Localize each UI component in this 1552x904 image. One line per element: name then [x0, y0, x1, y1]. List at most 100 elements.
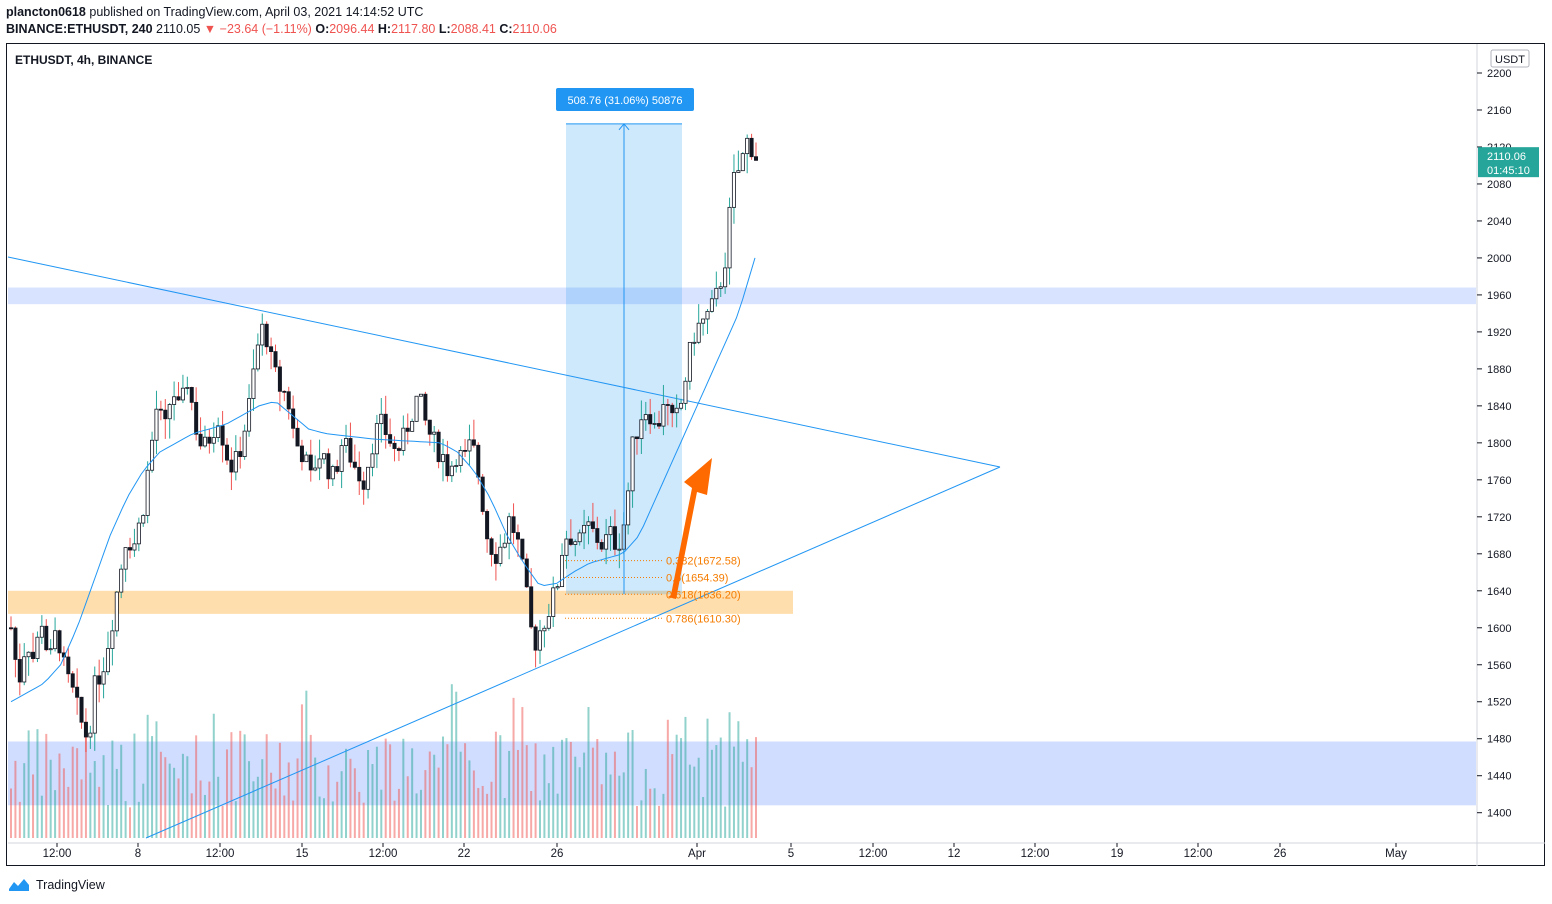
candle-body [537, 630, 542, 651]
candle-body [502, 542, 507, 548]
candle-body [277, 366, 282, 392]
change-arrow-icon: ▼ [203, 22, 217, 36]
volume-bar [503, 798, 506, 838]
time-tick-label: 26 [551, 848, 564, 860]
volume-bar [627, 732, 630, 838]
volume-bar [151, 736, 154, 838]
volume-bar [234, 801, 237, 838]
candle-body [26, 651, 31, 658]
candle-body [612, 526, 617, 550]
volume-bar [106, 805, 109, 838]
chart-frame [6, 43, 1545, 866]
volume-bar [309, 734, 312, 838]
volume-bar [102, 755, 105, 838]
candle-body [247, 398, 252, 432]
candle-body [13, 627, 18, 660]
volume-bar [547, 783, 550, 838]
candle-body [207, 436, 212, 444]
volume-bar [565, 738, 568, 838]
volume-bar [300, 704, 303, 838]
publish-line: plancton0618 published on TradingView.co… [6, 5, 423, 19]
descending-trendline [7, 256, 1001, 468]
pane-title: ETHUSDT, 4h, BINANCE [15, 53, 152, 67]
candle-body [463, 449, 468, 452]
time-tick-label: 12:00 [859, 848, 888, 860]
candle-body [687, 341, 692, 382]
candle-body [401, 427, 406, 451]
ascending-trendline [145, 466, 1001, 839]
currency-badge[interactable] [1490, 49, 1530, 68]
candle-body [436, 431, 441, 463]
candle-body [48, 648, 53, 651]
volume-bar [455, 691, 458, 838]
candle-body [692, 341, 697, 344]
volume-bar [314, 757, 317, 838]
time-tick-label: May [1385, 848, 1407, 860]
countdown-label: 01:45:10 [1487, 165, 1530, 177]
candle-body [154, 408, 159, 441]
tradingview-watermark[interactable]: TradingView [8, 878, 105, 892]
c-label: C: [499, 22, 513, 36]
volume-bar [494, 731, 497, 838]
candle-body [423, 393, 428, 421]
candle-body [533, 626, 538, 651]
candle-body [105, 648, 110, 673]
candle-body [180, 387, 185, 401]
volume-bar [76, 748, 79, 838]
candle-body [286, 391, 291, 410]
last-value: 2110.05 [156, 22, 201, 36]
volume-bar [406, 776, 409, 838]
candle-body [520, 538, 525, 560]
candle-body [176, 396, 181, 401]
volume-bar [613, 751, 616, 838]
candle-body [723, 267, 728, 288]
candle-body [225, 444, 230, 461]
volume-bar [640, 800, 643, 838]
candle-body [361, 480, 366, 490]
volume-bar [203, 794, 206, 838]
volume-bar [45, 733, 48, 838]
candle-body [216, 425, 221, 438]
volume-bar [256, 776, 259, 838]
volume-bar [397, 788, 400, 838]
volume-bar [583, 752, 586, 838]
candle-body [194, 401, 199, 435]
candle-body [150, 439, 155, 471]
candle-body [53, 630, 58, 650]
time-tick-label: 26 [1274, 848, 1287, 860]
candle-body [388, 434, 393, 444]
candle-body [449, 465, 454, 477]
candle-body [617, 548, 622, 551]
volume-bar [424, 770, 427, 838]
candle-body [8, 627, 13, 630]
candle-body [330, 466, 335, 480]
volume-bar [23, 763, 26, 838]
volume-bar [459, 751, 462, 838]
volume-bar [428, 751, 431, 838]
author[interactable]: plancton0618 [6, 5, 86, 19]
volume-bar [124, 801, 127, 838]
volume-bar [587, 707, 590, 838]
volume-bar [732, 746, 735, 838]
volume-bar [208, 781, 211, 838]
candle-body [229, 459, 234, 473]
measure-arrow-head-icon [618, 123, 630, 131]
volume-bar [384, 738, 387, 838]
volume-bar [98, 786, 101, 838]
candle-body [295, 427, 300, 447]
volume-bar [490, 781, 493, 838]
volume-bar [631, 730, 634, 838]
l-value: 2088.41 [450, 22, 496, 36]
volume-bar [741, 761, 744, 838]
candle-body [657, 423, 662, 427]
volume-bar [468, 760, 471, 838]
time-tick-label: 12:00 [1021, 848, 1050, 860]
volume-bar [177, 778, 180, 838]
volume-bar [644, 768, 647, 838]
volume-bar [336, 781, 339, 838]
volume-bar [688, 764, 691, 838]
candle-body [299, 445, 304, 463]
candle-body [35, 636, 40, 659]
candle-body [348, 438, 353, 463]
